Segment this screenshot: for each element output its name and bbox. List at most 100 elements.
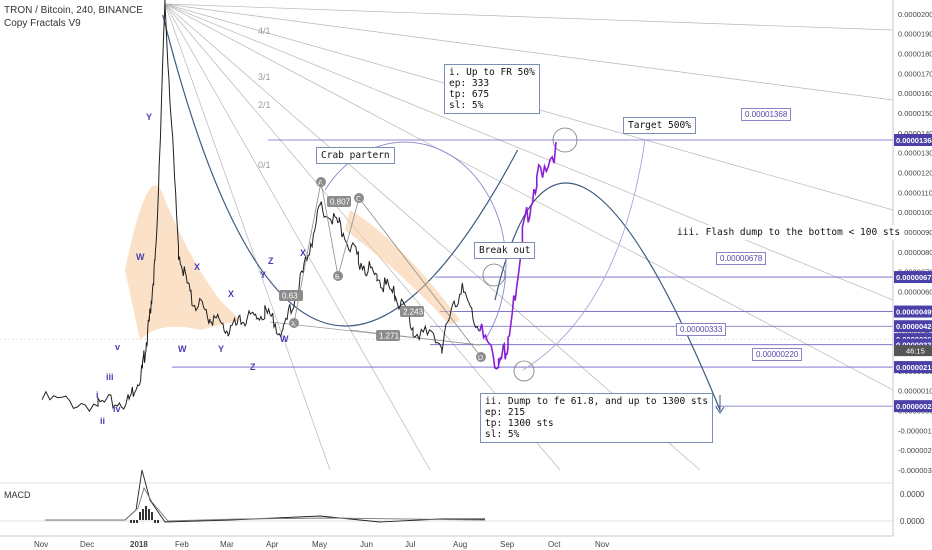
arc-drawings	[125, 14, 725, 414]
macd-signal	[45, 486, 486, 522]
fan-line	[164, 3, 894, 101]
wave-label: Z	[268, 256, 274, 266]
fan-line	[164, 3, 894, 31]
crab-pattern-label[interactable]: Crab partern	[316, 147, 395, 164]
target-arc	[522, 139, 646, 371]
ratio-label: 2.243	[403, 308, 424, 317]
level-tag-1[interactable]: 0.00001368	[741, 108, 792, 121]
price-badge-label: 0.00001364	[896, 136, 932, 145]
macd-label: MACD	[4, 490, 31, 500]
ratio-badge	[400, 306, 424, 317]
wave-label: X	[194, 262, 200, 272]
macd-pane: 0.0000 0.0000	[0, 469, 925, 526]
macd-line	[45, 469, 485, 523]
price-badge	[894, 134, 932, 147]
fan-line	[164, 3, 331, 471]
fib-label: 4/1	[258, 26, 271, 36]
price-badge	[894, 320, 932, 333]
time-tick: Sep	[500, 540, 515, 549]
price-tick: -0.00000100	[898, 426, 932, 435]
ratio-badge	[279, 290, 303, 301]
chart-title: TRON / Bitcoin, 240, BINANCE	[4, 5, 143, 16]
wave-label: v	[115, 342, 120, 352]
big-curve	[162, 14, 519, 327]
ratio-badge	[327, 196, 351, 207]
price-line-0	[41, 0, 481, 413]
ratio-label: 0.63	[282, 292, 298, 301]
ratio-label: 0.807	[330, 198, 351, 207]
time-tick: Aug	[453, 540, 467, 549]
time-tick: Feb	[175, 540, 189, 549]
annotation-box-i[interactable]: i. Up to FR 50% ep: 333 tp: 675 sl: 5%	[444, 64, 540, 114]
harmonic-point-label: D	[478, 355, 483, 362]
fractal-band	[125, 185, 240, 340]
time-tick: Nov	[34, 540, 48, 549]
breakout-label[interactable]: Break out	[474, 242, 536, 259]
fan-lines: 4/1 3/1 2/1 0/1	[164, 3, 894, 471]
macd-histogram-bar	[130, 520, 132, 523]
fan-line	[164, 3, 894, 391]
time-axis[interactable]: Nov Dec 2018 Feb Mar Apr May Jun Jul Aug Sep Oct Nov	[0, 535, 893, 549]
macd-histogram-bar	[139, 512, 141, 520]
level-tag-2[interactable]: 0.00000678	[716, 252, 767, 265]
price-badge	[894, 305, 932, 318]
price-badge-label: 0.00000673	[896, 273, 932, 282]
wave-label: Z	[250, 362, 256, 372]
price-badge	[894, 361, 932, 374]
ratio-label: 1.271	[379, 332, 400, 341]
arrow-head	[715, 406, 725, 414]
macd-histogram-bar	[148, 509, 150, 520]
wave-label: i	[96, 390, 99, 400]
wave-label: Y	[260, 270, 266, 280]
bottom-circle	[513, 360, 535, 382]
time-tick: Nov	[595, 540, 609, 549]
indicator-label: Copy Fractals V9	[4, 18, 81, 29]
target-label[interactable]: Target 500%	[623, 117, 696, 134]
time-tick: Jul	[405, 540, 415, 549]
macd-tick: 0.0000	[900, 517, 925, 526]
macd-histogram-bar	[142, 509, 144, 520]
fib-label: 0/1	[258, 160, 271, 170]
macd-histogram-bar	[145, 506, 147, 520]
countdown-label: 46:15	[906, 347, 925, 356]
wave-label: W	[280, 334, 289, 344]
time-tick: Apr	[266, 540, 279, 549]
wave-label: W	[136, 252, 145, 262]
price-badge	[894, 271, 932, 284]
time-tick: Jun	[360, 540, 373, 549]
fan-line	[164, 3, 701, 471]
price-badge	[894, 400, 932, 413]
wave-label: ii	[100, 416, 105, 426]
harmonic-point-label: B	[335, 274, 340, 281]
price-line-1	[479, 141, 557, 370]
price-badge-label: 0.00000219	[896, 363, 932, 372]
level-tag-4[interactable]: 0.00000220	[752, 348, 803, 361]
price-series	[41, 0, 557, 413]
time-tick: 2018	[130, 540, 148, 549]
wave-label: X	[228, 289, 234, 299]
time-tick: Oct	[548, 540, 561, 549]
wave-label: Y	[218, 344, 224, 354]
price-badge-label: 0.00000022	[896, 402, 932, 411]
annotation-box-iii[interactable]: iii. Flash dump to the bottom < 100 sts	[673, 225, 905, 240]
level-lines	[0, 139, 893, 407]
ratio-badge	[376, 330, 400, 341]
macd-histogram-bar	[151, 512, 153, 520]
annotation-box-ii[interactable]: ii. Dump to fe 61.8, and up to 1300 sts …	[480, 393, 714, 443]
level-tag-3[interactable]: 0.00000333	[676, 323, 727, 336]
